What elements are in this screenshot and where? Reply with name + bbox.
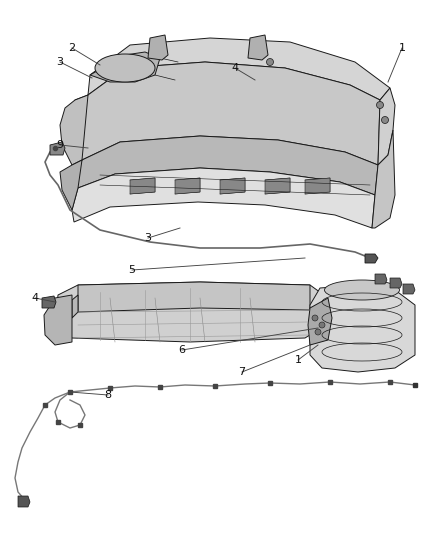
- Polygon shape: [375, 274, 387, 284]
- Ellipse shape: [312, 315, 318, 321]
- Polygon shape: [378, 88, 395, 165]
- Polygon shape: [75, 136, 378, 195]
- Text: 8: 8: [104, 390, 112, 400]
- Ellipse shape: [266, 59, 273, 66]
- Polygon shape: [175, 178, 200, 194]
- Polygon shape: [365, 254, 378, 263]
- Polygon shape: [308, 298, 332, 345]
- Text: 6: 6: [179, 345, 186, 355]
- Polygon shape: [265, 178, 290, 194]
- Text: 3: 3: [57, 57, 64, 67]
- Text: 5: 5: [128, 265, 135, 275]
- Polygon shape: [88, 38, 390, 100]
- Text: 4: 4: [32, 293, 39, 303]
- Polygon shape: [130, 178, 155, 194]
- Polygon shape: [148, 35, 168, 60]
- Polygon shape: [50, 142, 65, 155]
- Text: 7: 7: [238, 367, 246, 377]
- Polygon shape: [372, 130, 395, 228]
- Polygon shape: [18, 496, 30, 507]
- Polygon shape: [72, 62, 380, 165]
- Polygon shape: [78, 282, 310, 312]
- Polygon shape: [310, 285, 415, 372]
- Polygon shape: [60, 95, 88, 165]
- Text: 2: 2: [68, 43, 76, 53]
- Polygon shape: [55, 282, 328, 342]
- Text: 9: 9: [57, 140, 64, 150]
- Polygon shape: [60, 160, 82, 210]
- Polygon shape: [72, 168, 375, 228]
- Text: 4: 4: [231, 63, 239, 73]
- Polygon shape: [90, 52, 160, 82]
- Polygon shape: [44, 295, 72, 345]
- Polygon shape: [220, 178, 245, 194]
- Text: 1: 1: [294, 355, 301, 365]
- Text: 1: 1: [399, 43, 406, 53]
- Ellipse shape: [381, 117, 389, 124]
- Ellipse shape: [315, 329, 321, 335]
- Polygon shape: [248, 35, 268, 60]
- Ellipse shape: [325, 280, 399, 300]
- Ellipse shape: [319, 322, 325, 328]
- Polygon shape: [390, 278, 402, 288]
- Polygon shape: [403, 284, 415, 294]
- Text: 3: 3: [145, 233, 152, 243]
- Polygon shape: [72, 295, 78, 318]
- Ellipse shape: [95, 54, 155, 82]
- Polygon shape: [42, 296, 56, 308]
- Polygon shape: [305, 178, 330, 194]
- Ellipse shape: [377, 101, 384, 109]
